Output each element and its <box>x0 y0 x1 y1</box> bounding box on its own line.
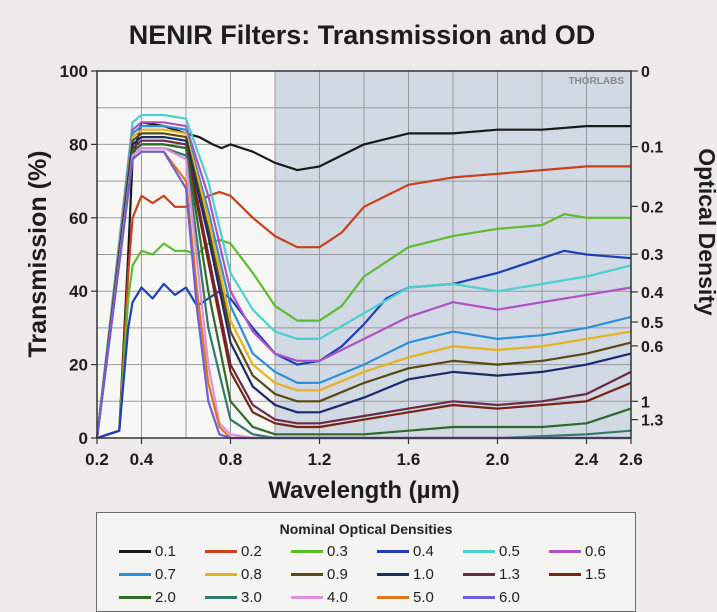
od-tick-label: 1.3 <box>641 413 663 430</box>
x-axis-label: Wavelength (µm) <box>268 477 460 504</box>
grid <box>97 71 631 438</box>
series-line-od-1.0 <box>95 136 632 439</box>
series-line-od-0.3 <box>96 213 631 440</box>
series-line-od-0.9 <box>95 132 632 439</box>
legend-label: 0.2 <box>241 542 262 560</box>
legend-swatch <box>377 549 409 553</box>
legend-item: 0.1 <box>119 541 205 561</box>
legend-swatch <box>463 595 495 599</box>
legend-label: 1.0 <box>413 565 434 583</box>
legend-item: 0.3 <box>291 541 377 561</box>
od-tick-label: 0.5 <box>641 315 663 332</box>
legend-items: 0.1 0.2 0.3 0.4 0.5 0.6 0.7 0.8 0.9 1.0 1.3 1.5 2.0 3… <box>119 541 635 607</box>
od-tick-label: 0.1 <box>641 140 663 157</box>
thorlabs-watermark: THORLABS <box>568 76 624 87</box>
legend-swatch <box>205 595 237 599</box>
y-axis-ticks: 0 20 40 60 80 100 <box>60 62 97 448</box>
legend-swatch <box>119 549 151 553</box>
series-line-od-0.5 <box>95 113 632 439</box>
legend-item: 0.5 <box>463 541 549 561</box>
legend-swatch <box>205 572 237 576</box>
legend-label: 5.0 <box>413 588 434 606</box>
legend-item: 3.0 <box>205 587 291 607</box>
series-line-od-0.4 <box>96 249 632 440</box>
legend-swatch <box>463 549 495 553</box>
legend-label: 1.5 <box>585 565 606 583</box>
x-tick-label: 0.2 <box>85 450 109 469</box>
x-tick-label: 0.8 <box>219 450 243 469</box>
legend-label: 0.9 <box>327 565 348 583</box>
y-tick-label: 20 <box>69 356 88 375</box>
series-line-od-0.8 <box>95 128 632 439</box>
od-axis-label: Optical Density <box>694 148 717 316</box>
legend-swatch <box>119 572 151 576</box>
legend-item: 1.0 <box>377 564 463 584</box>
series-line-od-0.2 <box>96 165 631 440</box>
y-tick-label: 60 <box>69 209 88 228</box>
x-tick-label: 2.6 <box>619 450 643 469</box>
legend-item: 0.8 <box>205 564 291 584</box>
chart-title: NENIR Filters: Transmission and OD <box>129 20 596 50</box>
legend-item: 1.5 <box>549 564 635 584</box>
legend-swatch <box>291 595 323 599</box>
legend-swatch <box>549 572 581 576</box>
legend-item: 0.7 <box>119 564 205 584</box>
legend: Nominal Optical Densities 0.1 0.2 0.3 0.4 0.… <box>96 512 636 612</box>
y-tick-label: 0 <box>79 429 88 448</box>
legend-label: 0.4 <box>413 542 434 560</box>
legend-label: 4.0 <box>327 588 348 606</box>
x-axis-ticks: 0.2 0.4 0.8 1.2 1.6 2.0 2.4 2.6 <box>85 438 643 469</box>
legend-label: 0.7 <box>155 565 176 583</box>
legend-item: 0.6 <box>549 541 635 561</box>
legend-label: 0.6 <box>585 542 606 560</box>
legend-swatch <box>291 572 323 576</box>
x-tick-label: 1.2 <box>308 450 332 469</box>
y-tick-label: 100 <box>60 62 88 81</box>
y-axis-label: Transmission (%) <box>24 151 52 358</box>
legend-swatch <box>377 595 409 599</box>
legend-swatch <box>205 549 237 553</box>
legend-swatch <box>119 595 151 599</box>
series-line-od-0.7 <box>95 124 632 439</box>
series-line-od-2.0 <box>95 143 632 439</box>
x-tick-label: 1.6 <box>397 450 421 469</box>
legend-label: 3.0 <box>241 588 262 606</box>
y-tick-label: 40 <box>69 282 88 301</box>
legend-label: 2.0 <box>155 588 176 606</box>
legend-item: 2.0 <box>119 587 205 607</box>
od-tick-label: 0.3 <box>641 247 663 264</box>
legend-label: 0.3 <box>327 542 348 560</box>
legend-item: 0.4 <box>377 541 463 561</box>
od-tick-label: 0.4 <box>641 285 663 302</box>
legend-label: 0.5 <box>499 542 520 560</box>
legend-label: 0.1 <box>155 542 176 560</box>
legend-swatch <box>377 572 409 576</box>
od-tick-label: 0 <box>641 64 650 81</box>
x-tick-label: 2.4 <box>575 450 599 469</box>
legend-item: 0.2 <box>205 541 291 561</box>
legend-item: 4.0 <box>291 587 377 607</box>
series-line-od-1.3 <box>95 139 632 439</box>
od-tick-label: 0.2 <box>641 199 663 216</box>
x-tick-label: 2.0 <box>486 450 510 469</box>
legend-item: 6.0 <box>463 587 549 607</box>
legend-label: 0.8 <box>241 565 262 583</box>
x-tick-label: 0.4 <box>130 450 154 469</box>
od-axis-ticks: 0 0.1 0.2 0.3 0.4 0.5 0.6 1 1.3 <box>631 64 663 430</box>
chart-svg: NENIR Filters: Transmission and OD 0.2 0.… <box>24 20 717 504</box>
y-tick-label: 80 <box>69 135 88 154</box>
legend-label: 6.0 <box>499 588 520 606</box>
legend-title: Nominal Optical Densities <box>279 521 453 537</box>
legend-item: 0.9 <box>291 564 377 584</box>
series-line-od-0.6 <box>95 121 632 439</box>
legend-item: 1.3 <box>463 564 549 584</box>
legend-label: 1.3 <box>499 565 520 583</box>
od-tick-label: 0.6 <box>641 339 663 356</box>
od-tick-label: 1 <box>641 394 650 411</box>
legend-item: 5.0 <box>377 587 463 607</box>
legend-swatch <box>463 572 495 576</box>
legend-swatch <box>291 549 323 553</box>
legend-swatch <box>549 549 581 553</box>
